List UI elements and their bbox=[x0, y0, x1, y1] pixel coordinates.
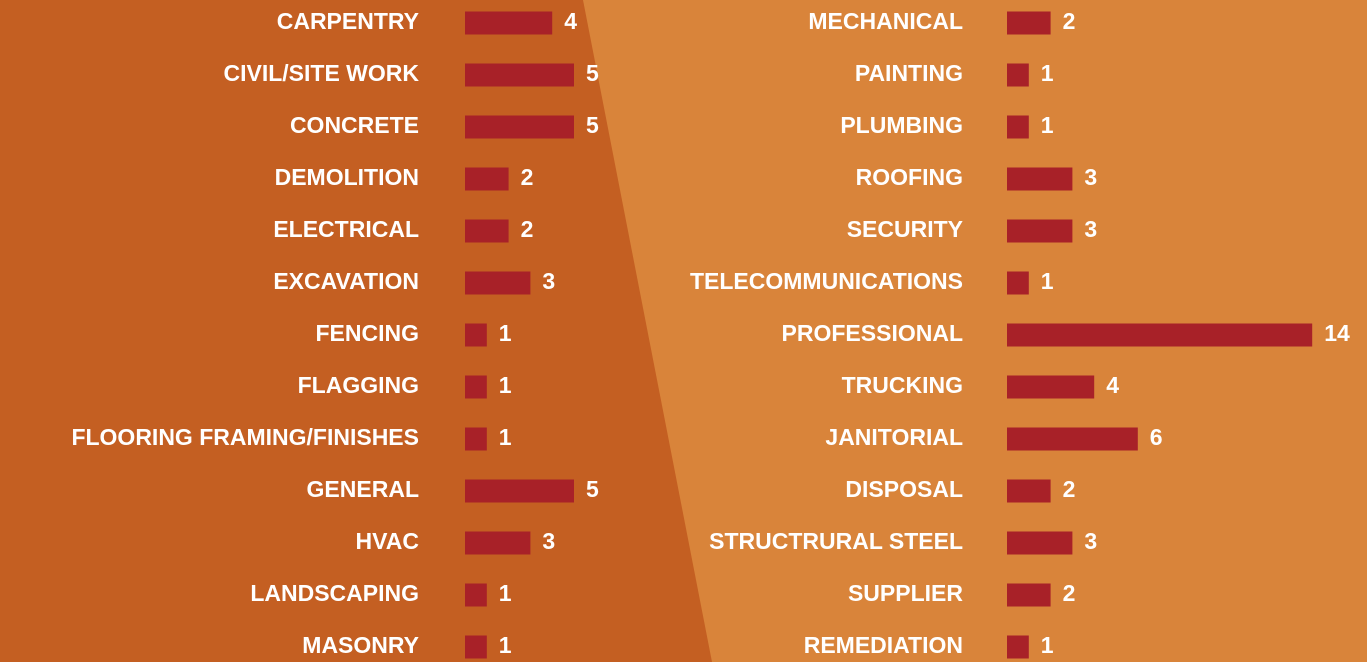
category-label: DISPOSAL bbox=[845, 476, 963, 502]
value-label: 2 bbox=[521, 216, 534, 242]
category-label: FENCING bbox=[316, 320, 420, 346]
bar bbox=[1007, 635, 1029, 659]
category-label: LANDSCAPING bbox=[250, 580, 419, 606]
value-label: 2 bbox=[1063, 8, 1076, 34]
category-label: GENERAL bbox=[307, 476, 419, 502]
category-label: PAINTING bbox=[855, 60, 963, 86]
bar bbox=[465, 375, 487, 399]
bar bbox=[1007, 11, 1051, 35]
bar bbox=[1007, 167, 1073, 191]
value-label: 3 bbox=[1084, 528, 1097, 554]
category-label: EXCAVATION bbox=[273, 268, 419, 294]
category-label: DEMOLITION bbox=[275, 164, 419, 190]
value-label: 1 bbox=[1041, 60, 1054, 86]
category-label: PLUMBING bbox=[840, 112, 963, 138]
category-label: ELECTRICAL bbox=[273, 216, 419, 242]
bar bbox=[465, 115, 574, 139]
category-label: PROFESSIONAL bbox=[782, 320, 963, 346]
category-label: ROOFING bbox=[856, 164, 963, 190]
bar bbox=[1007, 115, 1029, 139]
bar bbox=[1007, 583, 1051, 607]
category-label: CONCRETE bbox=[290, 112, 419, 138]
bar bbox=[1007, 479, 1051, 503]
category-label: TELECOMMUNICATIONS bbox=[690, 268, 963, 294]
bar bbox=[465, 323, 487, 347]
bar bbox=[1007, 271, 1029, 295]
value-label: 3 bbox=[542, 268, 555, 294]
value-label: 1 bbox=[499, 372, 512, 398]
value-label: 3 bbox=[542, 528, 555, 554]
category-label: FLAGGING bbox=[298, 372, 419, 398]
bar bbox=[465, 583, 487, 607]
bar bbox=[1007, 63, 1029, 87]
bar bbox=[1007, 531, 1073, 555]
bar bbox=[465, 271, 531, 295]
category-label: STRUCTRURAL STEEL bbox=[709, 528, 963, 554]
bar bbox=[465, 479, 574, 503]
bar bbox=[465, 11, 553, 35]
category-label: JANITORIAL bbox=[825, 424, 963, 450]
value-label: 2 bbox=[521, 164, 534, 190]
category-label: HVAC bbox=[356, 528, 419, 554]
bar bbox=[465, 167, 509, 191]
value-label: 14 bbox=[1324, 320, 1350, 346]
bar bbox=[465, 635, 487, 659]
value-label: 3 bbox=[1084, 164, 1097, 190]
value-label: 1 bbox=[499, 632, 512, 658]
value-label: 1 bbox=[1041, 632, 1054, 658]
value-label: 2 bbox=[1063, 580, 1076, 606]
category-label: SUPPLIER bbox=[848, 580, 963, 606]
category-label: MECHANICAL bbox=[808, 8, 963, 34]
bar bbox=[1007, 427, 1138, 451]
bar bbox=[1007, 375, 1095, 399]
value-label: 4 bbox=[1106, 372, 1119, 398]
bar bbox=[1007, 323, 1313, 347]
bar bbox=[465, 427, 487, 451]
value-label: 5 bbox=[586, 60, 599, 86]
value-label: 1 bbox=[499, 580, 512, 606]
bar bbox=[1007, 219, 1073, 243]
category-label: SECURITY bbox=[847, 216, 963, 242]
bar bbox=[465, 219, 509, 243]
value-label: 1 bbox=[499, 320, 512, 346]
category-label: CIVIL/SITE WORK bbox=[224, 60, 420, 86]
category-label: CARPENTRY bbox=[277, 8, 419, 34]
value-label: 3 bbox=[1084, 216, 1097, 242]
category-label: MASONRY bbox=[302, 632, 419, 658]
value-label: 5 bbox=[586, 112, 599, 138]
value-label: 2 bbox=[1063, 476, 1076, 502]
category-label: FLOORING FRAMING/FINISHES bbox=[71, 424, 419, 450]
value-label: 1 bbox=[1041, 268, 1054, 294]
value-label: 4 bbox=[564, 8, 577, 34]
value-label: 1 bbox=[499, 424, 512, 450]
category-label: TRUCKING bbox=[842, 372, 963, 398]
value-label: 6 bbox=[1150, 424, 1163, 450]
category-label: REMEDIATION bbox=[804, 632, 963, 658]
value-label: 1 bbox=[1041, 112, 1054, 138]
value-label: 5 bbox=[586, 476, 599, 502]
bar bbox=[465, 531, 531, 555]
bar bbox=[465, 63, 574, 87]
